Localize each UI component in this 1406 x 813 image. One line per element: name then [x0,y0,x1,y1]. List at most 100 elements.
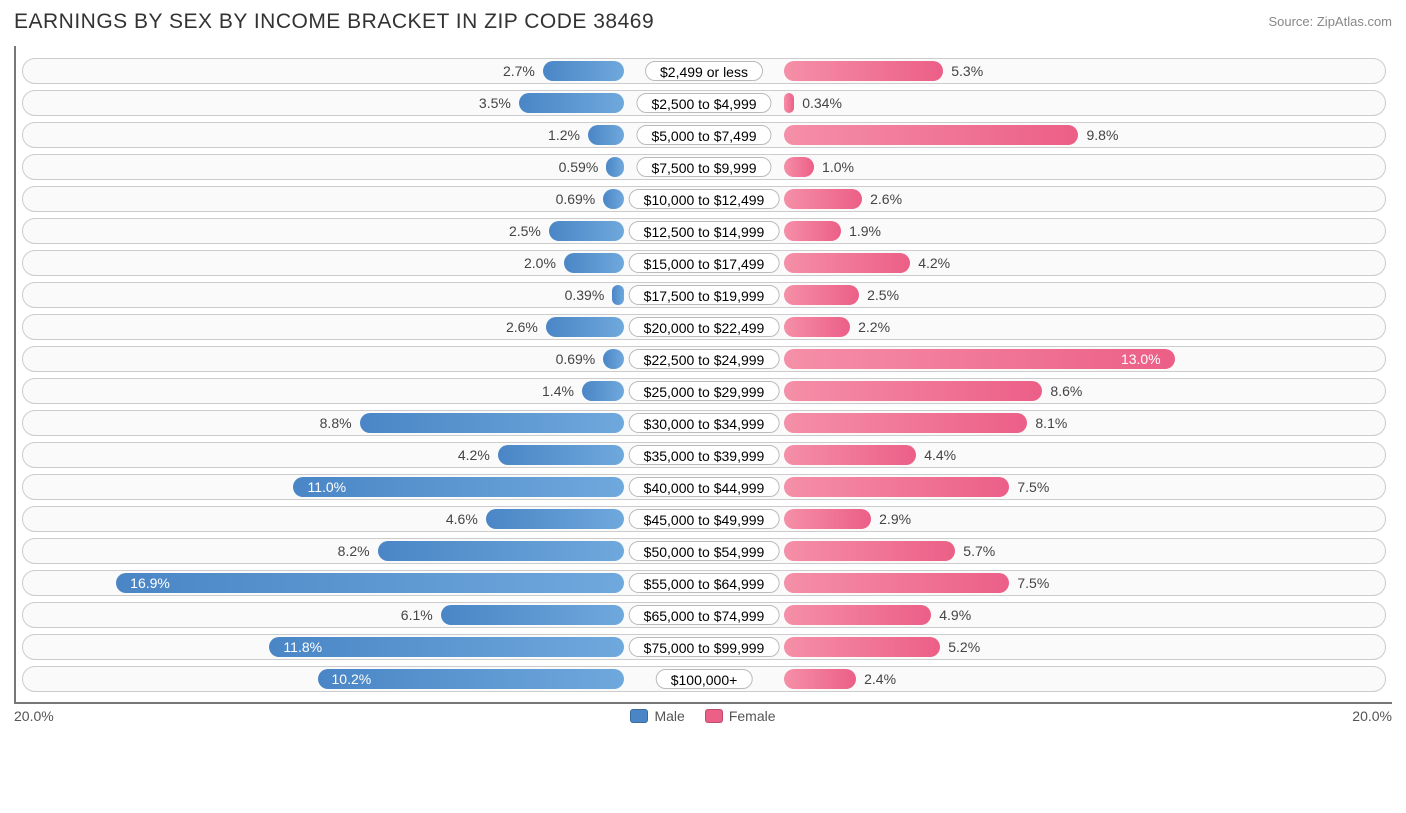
chart-row: 2.7%5.3%$2,499 or less [22,58,1386,84]
female-value: 8.1% [1027,411,1075,435]
female-value: 5.2% [940,635,988,659]
legend: Male Female [630,708,775,724]
female-bar [784,125,1078,145]
male-bar [582,381,624,401]
category-label: $12,500 to $14,999 [629,221,780,241]
male-bar: 11.8% [269,637,624,657]
male-bar: 11.0% [293,477,624,497]
chart-row: 0.69% 13.0% $22,500 to $24,999 [22,346,1386,372]
male-bar [588,125,624,145]
category-label: $22,500 to $24,999 [629,349,780,369]
chart-row: 10.2% 2.4% $100,000+ [22,666,1386,692]
chart-row: 1.2%9.8%$5,000 to $7,499 [22,122,1386,148]
chart-row: 4.6% 2.9% $45,000 to $49,999 [22,506,1386,532]
chart-row: 16.9%7.5%$55,000 to $64,999 [22,570,1386,596]
male-value: 8.2% [330,539,378,563]
chart-title: EARNINGS BY SEX BY INCOME BRACKET IN ZIP… [14,10,654,34]
chart-row: 8.8%8.1%$30,000 to $34,999 [22,410,1386,436]
male-value: 6.1% [393,603,441,627]
female-swatch-icon [705,709,723,723]
female-value: 13.0% [1111,349,1171,369]
female-bar [784,637,940,657]
chart-row: 6.1% 4.9% $65,000 to $74,999 [22,602,1386,628]
male-value: 2.0% [516,251,564,275]
female-bar [784,573,1009,593]
male-bar [498,445,624,465]
female-bar [784,253,910,273]
category-label: $75,000 to $99,999 [629,637,780,657]
category-label: $35,000 to $39,999 [629,445,780,465]
female-value: 1.0% [814,155,862,179]
male-bar [519,93,624,113]
legend-male-label: Male [654,708,684,724]
male-value: 0.69% [548,187,604,211]
female-value: 2.4% [856,667,904,691]
male-value: 11.8% [273,637,332,657]
female-bar [784,669,856,689]
female-value: 4.9% [931,603,979,627]
chart-row: 0.39%2.5%$17,500 to $19,999 [22,282,1386,308]
female-bar: 13.0% [784,349,1175,369]
male-value: 4.2% [450,443,498,467]
female-bar [784,157,814,177]
category-label: $40,000 to $44,999 [629,477,780,497]
female-value: 1.9% [841,219,889,243]
male-value: 4.6% [438,507,486,531]
category-label: $55,000 to $64,999 [629,573,780,593]
chart-row: 2.6%2.2%$20,000 to $22,499 [22,314,1386,340]
male-value: 8.8% [312,411,360,435]
category-label: $45,000 to $49,999 [629,509,780,529]
female-bar [784,509,871,529]
male-value: 1.2% [540,123,588,147]
category-label: $15,000 to $17,499 [629,253,780,273]
male-value: 0.69% [548,347,604,371]
category-label: $100,000+ [656,669,753,689]
female-value: 9.8% [1078,123,1126,147]
chart-row: 11.8% 5.2% $75,000 to $99,999 [22,634,1386,660]
chart-area: 2.7%5.3%$2,499 or less 3.5%0.34%$2,500 to… [14,46,1392,704]
male-bar [612,285,624,305]
legend-male: Male [630,708,684,724]
category-label: $2,500 to $4,999 [636,93,771,113]
category-label: $7,500 to $9,999 [636,157,771,177]
chart-row: 2.0% 4.2% $15,000 to $17,499 [22,250,1386,276]
chart-row: 1.4%8.6%$25,000 to $29,999 [22,378,1386,404]
male-bar [378,541,624,561]
chart-row: 4.2%4.4%$35,000 to $39,999 [22,442,1386,468]
male-bar [546,317,624,337]
female-value: 7.5% [1009,571,1057,595]
male-value: 0.39% [557,283,613,307]
female-bar [784,413,1027,433]
male-value: 0.59% [551,155,607,179]
chart-row: 3.5%0.34%$2,500 to $4,999 [22,90,1386,116]
male-bar [441,605,624,625]
male-bar [543,61,624,81]
axis-max-right: 20.0% [1352,708,1392,724]
chart-row: 0.69%2.6%$10,000 to $12,499 [22,186,1386,212]
female-bar [784,317,850,337]
category-label: $65,000 to $74,999 [629,605,780,625]
male-bar [549,221,624,241]
male-value: 11.0% [297,477,356,497]
female-value: 2.6% [862,187,910,211]
male-bar [360,413,624,433]
category-label: $17,500 to $19,999 [629,285,780,305]
category-label: $25,000 to $29,999 [629,381,780,401]
female-value: 4.2% [910,251,958,275]
female-bar [784,93,794,113]
male-value: 2.5% [501,219,549,243]
chart-row: 0.59% 1.0% $7,500 to $9,999 [22,154,1386,180]
female-bar [784,477,1009,497]
female-value: 7.5% [1009,475,1057,499]
female-bar [784,285,859,305]
male-value: 2.7% [495,59,543,83]
category-label: $50,000 to $54,999 [629,541,780,561]
female-value: 2.9% [871,507,919,531]
female-bar [784,189,862,209]
male-bar: 10.2% [318,669,625,689]
chart-row: 8.2%5.7%$50,000 to $54,999 [22,538,1386,564]
male-bar [486,509,624,529]
female-value: 2.2% [850,315,898,339]
male-value: 2.6% [498,315,546,339]
female-bar [784,541,955,561]
